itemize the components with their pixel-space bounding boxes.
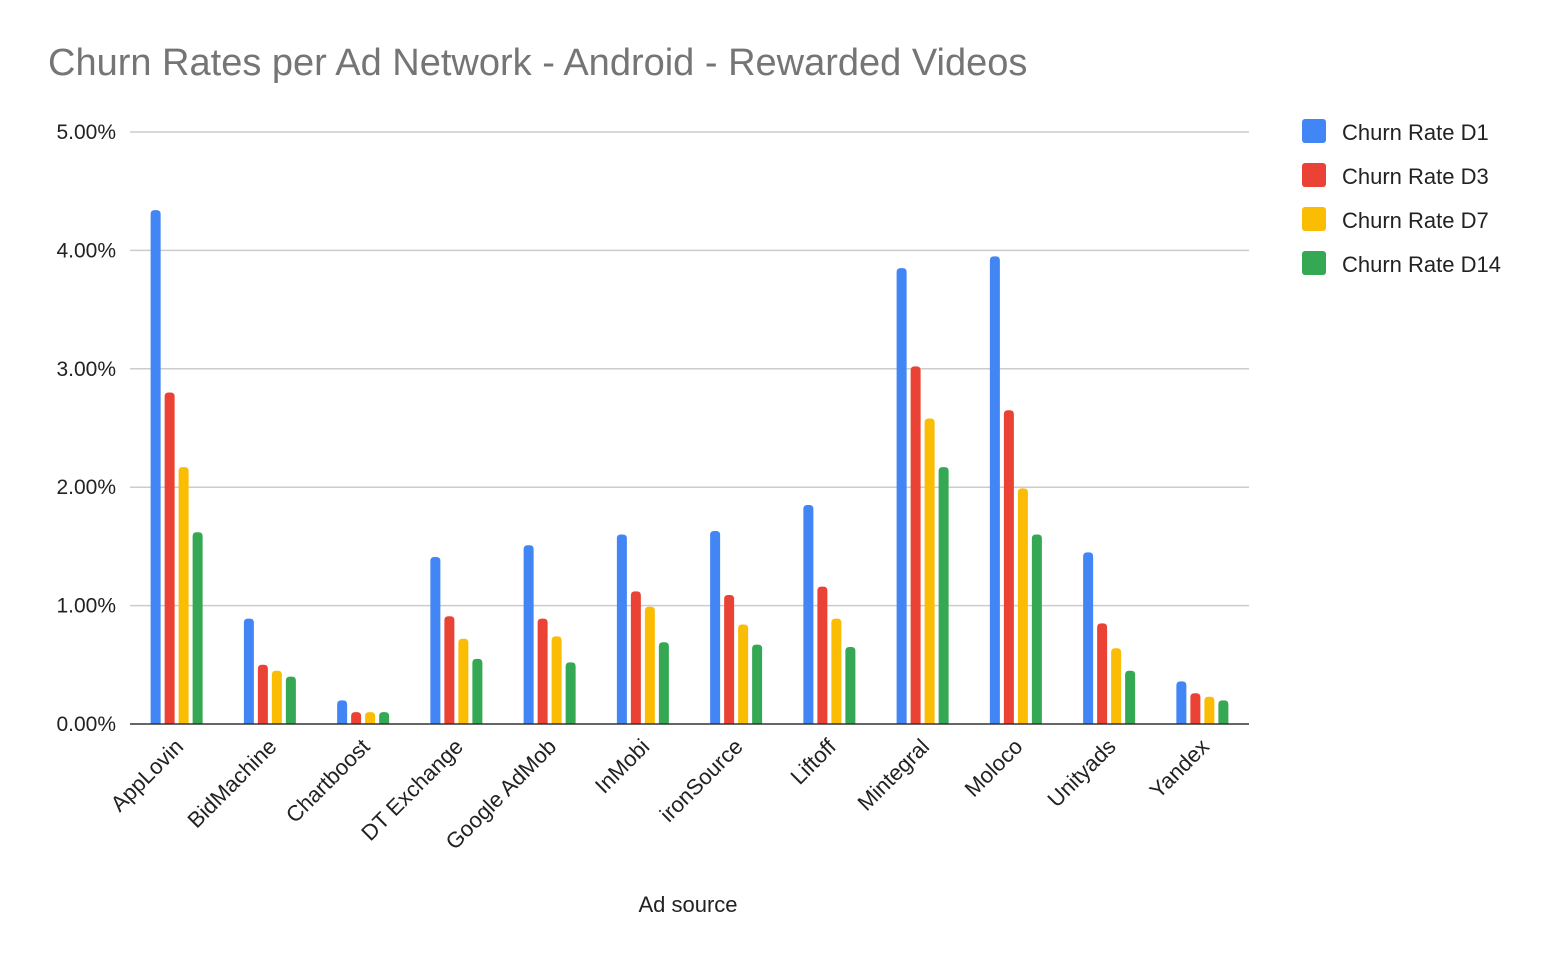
legend-swatch <box>1302 119 1326 143</box>
legend-label: Churn Rate D7 <box>1342 208 1489 233</box>
bar-applovin-churn-rate-d1[interactable] <box>150 210 161 725</box>
y-tick-label: 5.00% <box>56 121 116 144</box>
bar-liftoff-churn-rate-d14[interactable] <box>845 647 856 724</box>
x-tick-label: ironSource <box>655 734 748 827</box>
bar-inmobi-churn-rate-d14[interactable] <box>658 642 669 724</box>
bar-inmobi-churn-rate-d1[interactable] <box>616 534 627 724</box>
bar-applovin-churn-rate-d3[interactable] <box>164 392 175 724</box>
bar-inmobi-churn-rate-d7[interactable] <box>644 606 655 724</box>
legend-swatch <box>1302 163 1326 187</box>
bar-dt-exchange-churn-rate-d3[interactable] <box>444 616 455 724</box>
y-tick-label: 3.00% <box>56 358 116 381</box>
bar-bidmachine-churn-rate-d7[interactable] <box>271 670 282 724</box>
bar-mintegral-churn-rate-d7[interactable] <box>924 418 935 724</box>
legend-swatch <box>1302 207 1326 231</box>
bar-ironsource-churn-rate-d7[interactable] <box>738 624 749 724</box>
bar-yandex-churn-rate-d14[interactable] <box>1218 700 1229 724</box>
bar-mintegral-churn-rate-d1[interactable] <box>896 268 907 724</box>
bar-ironsource-churn-rate-d3[interactable] <box>724 594 735 724</box>
x-axis-label: Ad source <box>638 892 737 917</box>
legend-item[interactable]: Churn Rate D7 <box>1302 207 1489 233</box>
bar-yandex-churn-rate-d7[interactable] <box>1204 696 1215 724</box>
y-tick-label: 4.00% <box>56 239 116 262</box>
x-tick-label: Liftoff <box>785 733 841 789</box>
legend-item[interactable]: Churn Rate D14 <box>1302 251 1501 277</box>
x-tick-label: Moloco <box>960 734 1028 802</box>
legend-label: Churn Rate D14 <box>1342 252 1501 277</box>
bar-yandex-churn-rate-d1[interactable] <box>1176 681 1187 724</box>
bar-moloco-churn-rate-d14[interactable] <box>1031 534 1042 724</box>
bar-unityads-churn-rate-d14[interactable] <box>1125 670 1136 724</box>
bar-moloco-churn-rate-d3[interactable] <box>1003 410 1014 724</box>
legend-label: Churn Rate D3 <box>1342 164 1489 189</box>
bar-applovin-churn-rate-d7[interactable] <box>178 467 189 724</box>
legend-item[interactable]: Churn Rate D3 <box>1302 163 1489 189</box>
bar-applovin-churn-rate-d14[interactable] <box>192 532 203 724</box>
y-tick-label: 1.00% <box>56 595 116 618</box>
bar-mintegral-churn-rate-d3[interactable] <box>910 366 921 724</box>
bar-bidmachine-churn-rate-d1[interactable] <box>243 618 254 724</box>
bar-google-admob-churn-rate-d7[interactable] <box>551 636 562 724</box>
x-tick-label: Yandex <box>1145 734 1214 803</box>
bar-yandex-churn-rate-d3[interactable] <box>1190 693 1201 724</box>
bar-inmobi-churn-rate-d3[interactable] <box>630 591 641 724</box>
bar-bidmachine-churn-rate-d3[interactable] <box>257 664 268 724</box>
bar-unityads-churn-rate-d3[interactable] <box>1097 623 1108 724</box>
legend-item[interactable]: Churn Rate D1 <box>1302 119 1489 145</box>
bar-unityads-churn-rate-d1[interactable] <box>1083 552 1094 724</box>
x-tick-label: InMobi <box>590 734 654 798</box>
bar-chartboost-churn-rate-d7[interactable] <box>365 712 376 724</box>
gridlines <box>130 131 1249 607</box>
bar-google-admob-churn-rate-d3[interactable] <box>537 618 548 724</box>
bar-liftoff-churn-rate-d1[interactable] <box>803 504 814 724</box>
x-tick-label: BidMachine <box>182 734 281 833</box>
bar-ironsource-churn-rate-d14[interactable] <box>752 644 763 724</box>
bars <box>130 210 1249 725</box>
bar-mintegral-churn-rate-d14[interactable] <box>938 467 949 724</box>
bar-chartboost-churn-rate-d1[interactable] <box>337 700 348 724</box>
bar-unityads-churn-rate-d7[interactable] <box>1111 648 1122 724</box>
x-tick-label: Chartboost <box>281 734 375 828</box>
bar-chartboost-churn-rate-d3[interactable] <box>351 712 362 724</box>
bar-chartboost-churn-rate-d14[interactable] <box>379 712 390 724</box>
bar-liftoff-churn-rate-d3[interactable] <box>817 586 828 724</box>
y-axis-ticks: 0.00% 1.00% 2.00% 3.00% 4.00% 5.00% <box>56 121 116 736</box>
bar-ironsource-churn-rate-d1[interactable] <box>710 531 721 724</box>
chart-title: Churn Rates per Ad Network - Android - R… <box>48 42 1028 84</box>
x-tick-label: Mintegral <box>853 734 935 816</box>
bar-bidmachine-churn-rate-d14[interactable] <box>285 676 296 724</box>
legend[interactable]: Churn Rate D1 Churn Rate D3 Churn Rate D7 C… <box>1302 119 1501 277</box>
bar-google-admob-churn-rate-d14[interactable] <box>565 662 576 724</box>
bar-moloco-churn-rate-d1[interactable] <box>989 256 1000 724</box>
y-tick-label: 0.00% <box>56 713 116 736</box>
legend-label: Churn Rate D1 <box>1342 120 1489 145</box>
bar-google-admob-churn-rate-d1[interactable] <box>523 545 534 724</box>
x-tick-label: AppLovin <box>106 734 189 817</box>
y-tick-label: 2.00% <box>56 476 116 499</box>
x-tick-label: Unityads <box>1042 734 1120 812</box>
bar-dt-exchange-churn-rate-d7[interactable] <box>458 638 469 724</box>
bar-dt-exchange-churn-rate-d1[interactable] <box>430 557 441 724</box>
legend-swatch <box>1302 251 1326 275</box>
bar-dt-exchange-churn-rate-d14[interactable] <box>472 658 483 724</box>
bar-moloco-churn-rate-d7[interactable] <box>1017 488 1028 724</box>
bar-liftoff-churn-rate-d7[interactable] <box>831 618 842 724</box>
